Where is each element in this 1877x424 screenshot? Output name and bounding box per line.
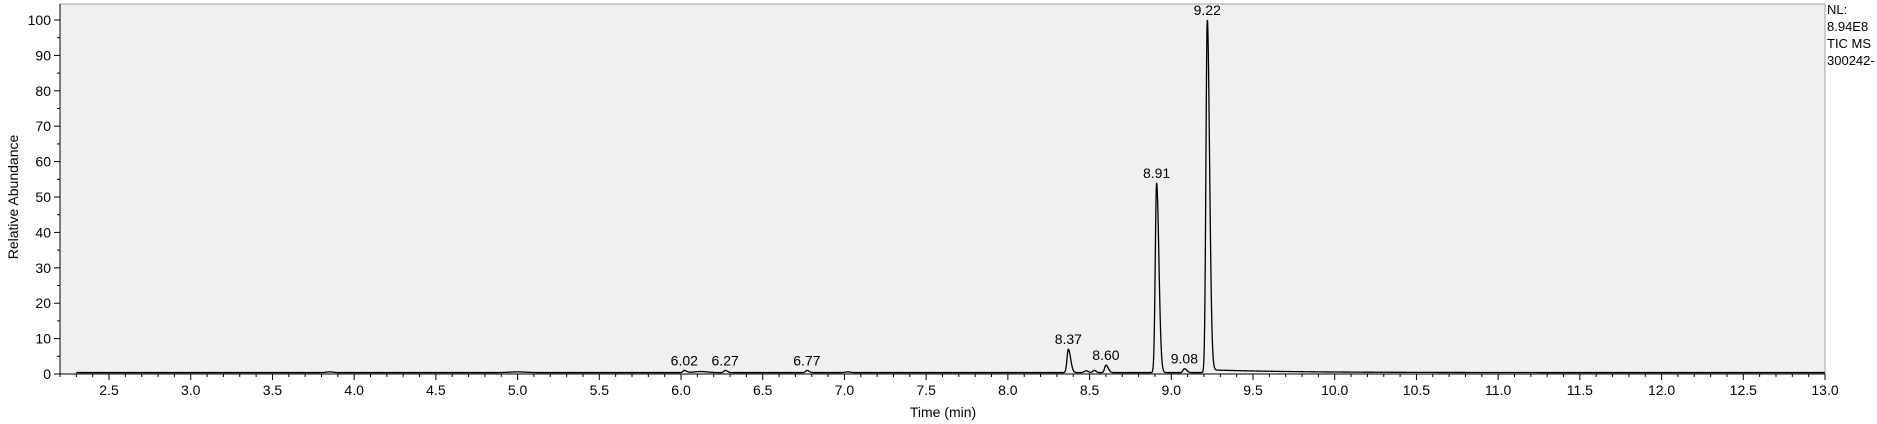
peak-label: 6.27	[712, 352, 739, 368]
y-tick-label: 40	[35, 224, 51, 240]
x-tick-label: 12.0	[1648, 382, 1675, 398]
y-tick-label: 90	[35, 47, 51, 63]
peak-label: 8.91	[1143, 165, 1170, 181]
x-tick-label: 4.5	[426, 382, 446, 398]
x-tick-label: 2.5	[99, 382, 119, 398]
y-axis-title: Relative Abundance	[5, 135, 21, 260]
y-tick-label: 10	[35, 331, 51, 347]
peak-label: 9.22	[1194, 2, 1221, 18]
peak-label: 9.08	[1171, 351, 1198, 367]
peak-labels: 6.02 6.27 6.77 8.37 8.60 8.91 9.08 9.22	[671, 2, 1221, 368]
info-block: NL: 8.94E8 TIC MS 300242-	[1827, 2, 1875, 68]
x-axis-title: Time (min)	[910, 404, 976, 420]
tic-trace-line	[76, 19, 1825, 374]
x-tick-label: 4.0	[344, 382, 364, 398]
info-line: NL:	[1827, 2, 1847, 17]
x-tick-label: 5.5	[590, 382, 610, 398]
x-tick-label: 10.5	[1403, 382, 1430, 398]
x-tick-label: 5.0	[508, 382, 528, 398]
y-tick-label: 60	[35, 154, 51, 170]
peak-label: 6.77	[793, 352, 820, 368]
x-tick-label: 9.0	[1162, 382, 1182, 398]
y-tick-label: 30	[35, 260, 51, 276]
x-axis: 2.5 3.0 3.5 4.0 4.5 5.0 5.5 6.0 6.5 7.0 7.5 8.0 8.5 9…	[59, 373, 1839, 398]
x-tick-label: 3.5	[263, 382, 283, 398]
y-tick-label: 70	[35, 118, 51, 134]
x-tick-label: 7.5	[916, 382, 936, 398]
x-tick-label: 8.5	[1080, 382, 1100, 398]
x-tick-label: 7.0	[835, 382, 855, 398]
x-tick-label: 10.0	[1321, 382, 1348, 398]
x-tick-label: 6.5	[753, 382, 773, 398]
x-tick-label: 8.0	[998, 382, 1018, 398]
x-tick-label: 13.0	[1811, 382, 1838, 398]
peak-label: 8.60	[1092, 347, 1119, 363]
y-tick-label: 0	[43, 366, 51, 382]
x-tick-label: 11.0	[1485, 382, 1511, 398]
peak-label: 6.02	[671, 352, 698, 368]
y-tick-label: 20	[35, 295, 51, 311]
x-tick-label: 9.5	[1243, 382, 1263, 398]
x-tick-label: 12.5	[1730, 382, 1757, 398]
y-tick-label: 50	[35, 189, 51, 205]
y-tick-label: 100	[28, 12, 52, 28]
x-tick-label: 11.5	[1567, 382, 1593, 398]
x-tick-label: 3.0	[181, 382, 201, 398]
plot-area	[59, 3, 1826, 375]
peak-label: 8.37	[1055, 331, 1082, 347]
y-tick-label: 80	[35, 83, 51, 99]
y-axis: 0 10 20 30 40 50 60 70 80 90 100	[28, 4, 61, 382]
info-line: 8.94E8	[1827, 19, 1868, 34]
info-line: TIC MS	[1827, 36, 1871, 51]
info-line: 300242-	[1827, 53, 1875, 68]
x-tick-label: 6.0	[671, 382, 691, 398]
